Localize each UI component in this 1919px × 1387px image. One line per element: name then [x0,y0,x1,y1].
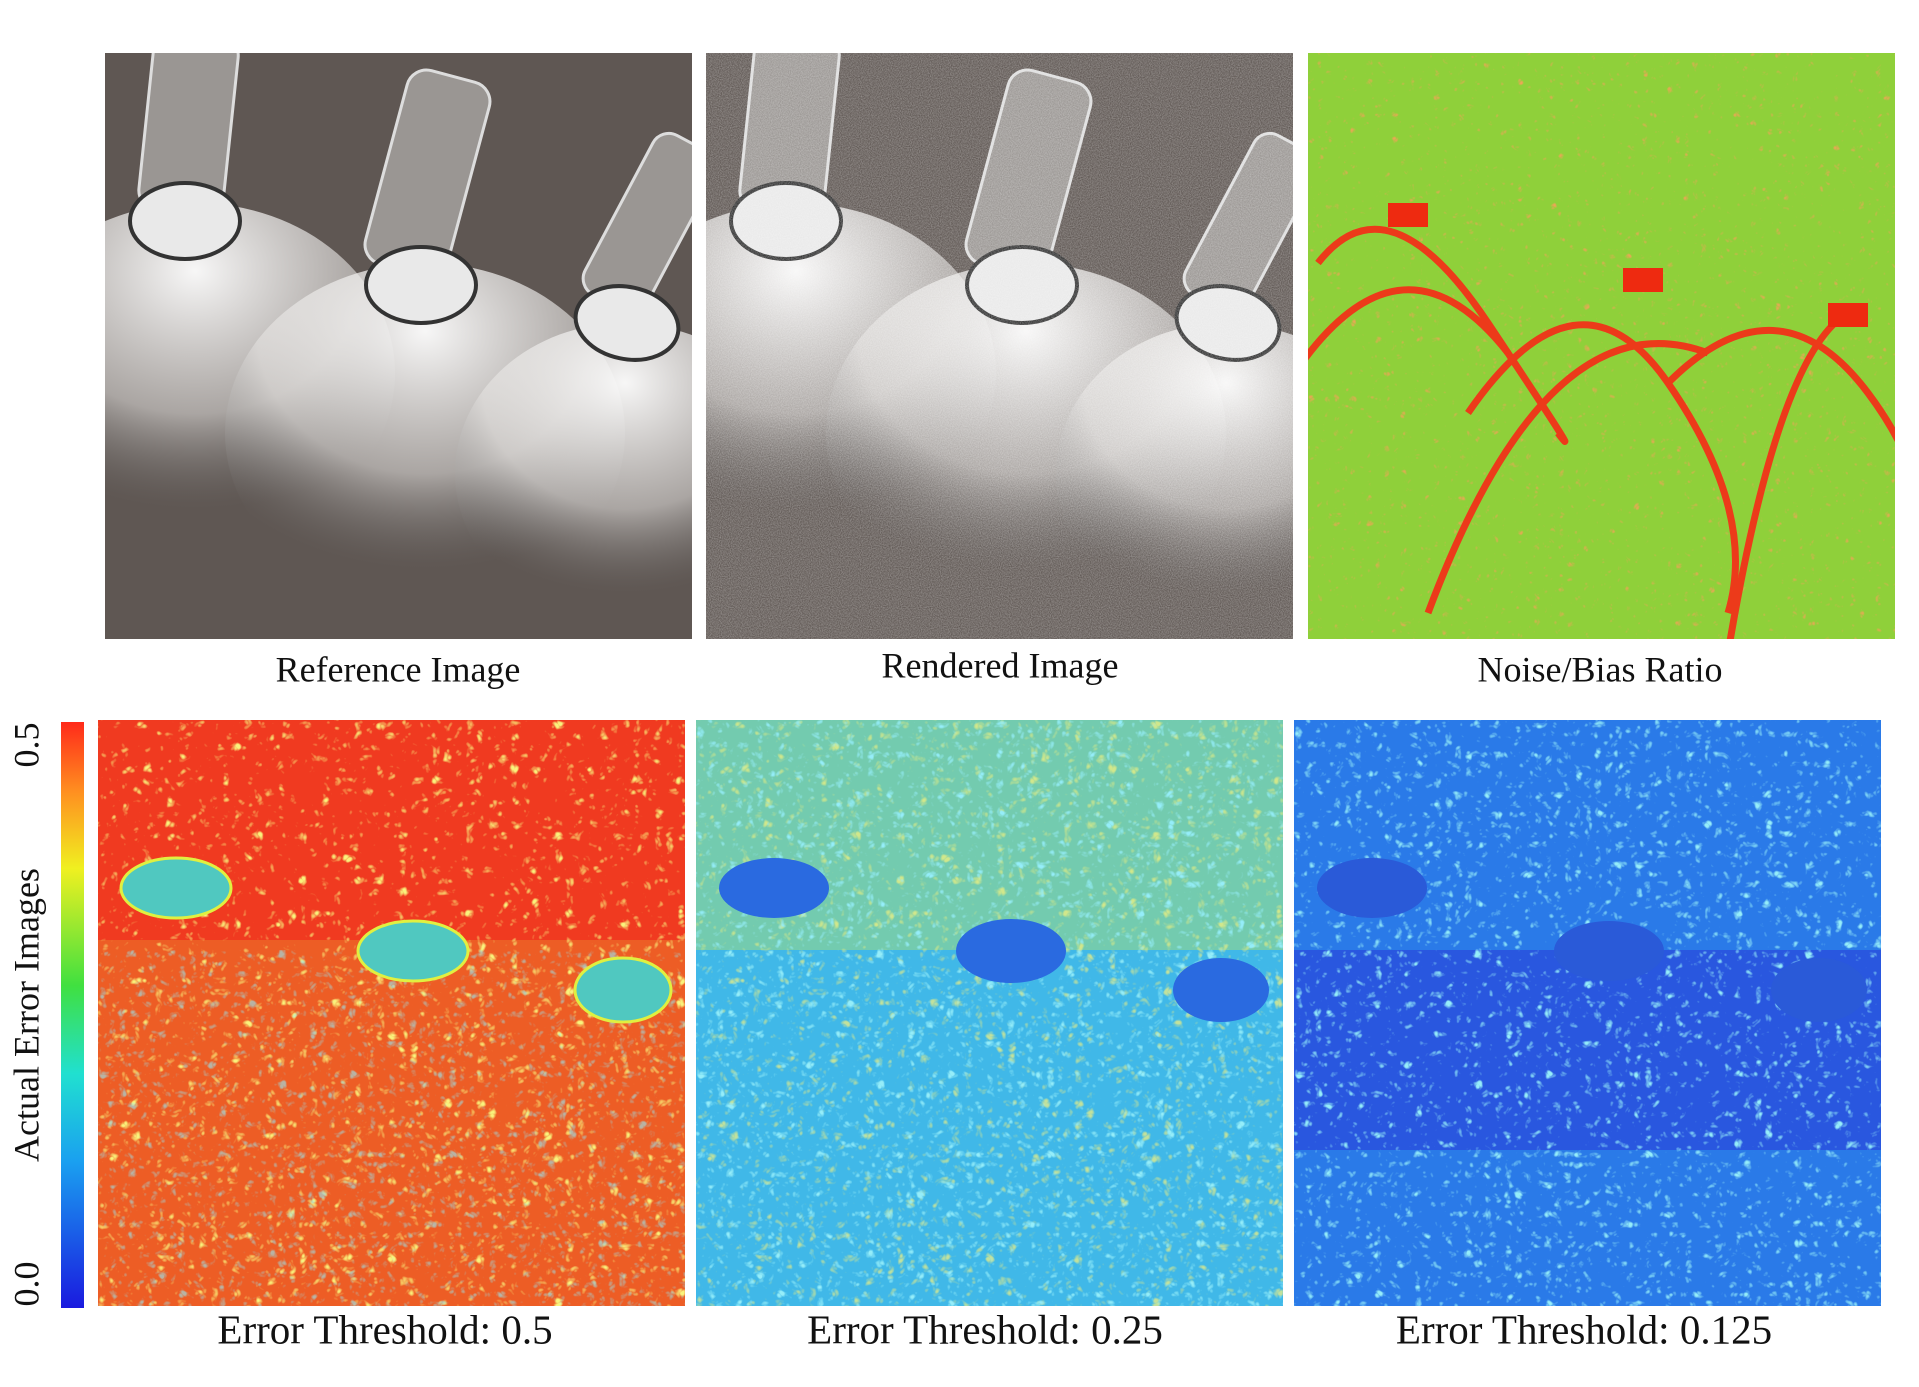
error-map [696,720,1283,1306]
error-map [98,720,685,1306]
caption: Rendered Image [882,645,1119,685]
caption: Reference Image [276,649,521,689]
colorbar [61,722,84,1308]
caption: Error Threshold: 0.25 [807,1306,1163,1352]
colorbar-tick: 0.5 [6,723,46,768]
reference-image [105,53,692,639]
caption: Noise/Bias Ratio [1478,649,1723,689]
caption: Error Threshold: 0.5 [217,1306,552,1352]
error-map [1294,720,1881,1306]
colorbar-label: Actual Error Images [6,868,46,1162]
colorbar-tick: 0.0 [6,1262,46,1307]
noise-bias-image [1308,53,1895,639]
caption: Error Threshold: 0.125 [1396,1306,1772,1352]
rendered-image [706,53,1293,639]
